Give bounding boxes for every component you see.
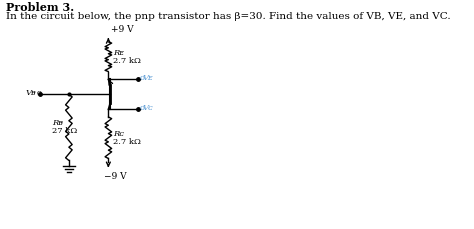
Text: Rᴄ: Rᴄ	[113, 130, 124, 138]
Text: −9 V: −9 V	[104, 172, 127, 181]
Text: Rᴇ: Rᴇ	[113, 49, 124, 57]
Text: In the circuit below, the pnp transistor has β=30. Find the values of VB, VE, an: In the circuit below, the pnp transistor…	[6, 12, 450, 21]
Text: Problem 3.: Problem 3.	[6, 2, 73, 13]
Text: o: o	[140, 104, 148, 112]
Text: o: o	[140, 74, 148, 82]
Text: Vᴇ: Vᴇ	[143, 74, 154, 82]
Text: Rᴃ: Rᴃ	[53, 119, 64, 127]
Text: Vᴄ: Vᴄ	[143, 104, 154, 112]
Text: 2.7 kΩ: 2.7 kΩ	[113, 57, 141, 65]
Text: 2.7 kΩ: 2.7 kΩ	[113, 138, 141, 146]
Text: Vᴃ: Vᴃ	[25, 89, 36, 97]
Text: o: o	[37, 89, 42, 97]
Text: 27 kΩ: 27 kΩ	[53, 127, 78, 135]
Text: +9 V: +9 V	[111, 25, 134, 34]
